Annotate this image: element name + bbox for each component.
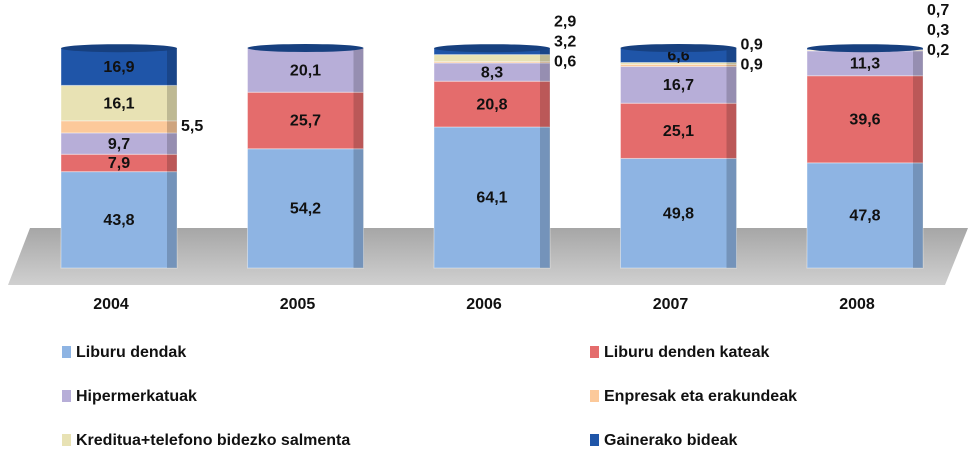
data-label: 43,8 bbox=[103, 212, 134, 229]
data-label: 64,1 bbox=[476, 190, 507, 207]
bar-side bbox=[913, 75, 923, 163]
data-label: 9,7 bbox=[108, 136, 130, 153]
bar-segment bbox=[806, 75, 924, 164]
bar-segment bbox=[620, 102, 737, 159]
bar-segment bbox=[60, 120, 178, 134]
data-label: 49,8 bbox=[663, 205, 694, 222]
bar-cap bbox=[620, 44, 737, 52]
bar-side bbox=[540, 62, 550, 82]
bar-side bbox=[167, 132, 177, 155]
legend-label: Liburu dendak bbox=[76, 344, 186, 361]
x-tick-label: 2004 bbox=[93, 296, 129, 313]
legend-label: Enpresak eta erakundeak bbox=[604, 388, 797, 405]
bar-side bbox=[913, 49, 923, 51]
bar-side bbox=[540, 126, 550, 268]
legend-swatch bbox=[590, 346, 599, 358]
bar-segment bbox=[806, 162, 924, 269]
data-label: 0,6 bbox=[554, 54, 576, 71]
legend-label: Gainerako bideak bbox=[604, 432, 737, 449]
data-label: 0,9 bbox=[741, 37, 763, 54]
bar-segment bbox=[60, 84, 178, 122]
bar-side bbox=[167, 154, 177, 172]
bar-side bbox=[353, 92, 364, 149]
legend-swatch bbox=[590, 434, 599, 446]
data-label: 39,6 bbox=[849, 111, 880, 128]
bar-side bbox=[540, 81, 550, 127]
data-label: 54,2 bbox=[290, 201, 321, 218]
bar-side bbox=[913, 50, 923, 76]
data-label: 11,3 bbox=[850, 56, 880, 73]
data-label: 16,9 bbox=[103, 59, 134, 76]
bar-segment bbox=[433, 80, 551, 128]
bar-side bbox=[167, 85, 177, 121]
bar-side bbox=[726, 103, 737, 159]
legend-swatch bbox=[62, 434, 71, 446]
bar-side bbox=[167, 48, 177, 86]
data-label: 5,5 bbox=[181, 118, 203, 135]
data-label: 16,7 bbox=[663, 77, 694, 94]
legend-swatch bbox=[590, 390, 599, 402]
legend-swatch bbox=[62, 390, 71, 402]
bar-cap bbox=[807, 44, 923, 53]
bar-side bbox=[353, 148, 364, 268]
data-label: 16,1 bbox=[103, 95, 134, 112]
bar-side bbox=[540, 61, 550, 63]
data-label: 20,1 bbox=[290, 62, 321, 79]
bar-side bbox=[167, 171, 177, 268]
data-label: 0,9 bbox=[741, 57, 763, 74]
data-label: 0,7 bbox=[927, 2, 949, 19]
bar-cap bbox=[61, 44, 177, 53]
x-tick-label: 2006 bbox=[466, 296, 502, 313]
bar-segment bbox=[433, 54, 551, 63]
legend-label: Hipermerkatuak bbox=[76, 388, 197, 405]
x-tick-label: 2005 bbox=[280, 296, 316, 313]
x-tick-label: 2008 bbox=[839, 296, 875, 313]
bar-segment bbox=[620, 157, 737, 269]
data-label: 47,8 bbox=[849, 208, 880, 225]
legend-swatch bbox=[62, 346, 71, 358]
legend-label: Kreditua+telefono bidezko salmenta bbox=[76, 432, 350, 449]
bar-side bbox=[726, 48, 737, 63]
bar-side bbox=[353, 48, 364, 93]
data-label: 2,9 bbox=[554, 14, 576, 31]
data-label: 7,9 bbox=[108, 155, 130, 172]
data-label: 8,3 bbox=[481, 64, 503, 81]
bar-cap bbox=[247, 44, 364, 52]
x-tick-label: 2007 bbox=[653, 296, 689, 313]
data-label: 0,2 bbox=[927, 42, 949, 59]
bar-segment bbox=[60, 171, 178, 269]
data-label: 20,8 bbox=[476, 96, 507, 113]
data-label: 0,3 bbox=[927, 22, 949, 39]
data-label: 25,1 bbox=[663, 123, 694, 140]
bar-side bbox=[167, 120, 177, 133]
legend-label: Liburu denden kateak bbox=[604, 344, 769, 361]
bar-side bbox=[913, 162, 923, 268]
bar-side bbox=[726, 62, 737, 65]
data-label: 25,7 bbox=[290, 113, 321, 130]
bar-side bbox=[726, 64, 737, 67]
bar-side bbox=[726, 66, 737, 104]
bar-side bbox=[540, 54, 550, 62]
bar-segment bbox=[247, 47, 364, 93]
data-label: 3,2 bbox=[554, 34, 576, 51]
bar-cap bbox=[434, 44, 550, 53]
bar-side bbox=[540, 48, 550, 55]
bar-segment bbox=[620, 65, 737, 104]
bar-side bbox=[726, 158, 737, 268]
bar-segment bbox=[433, 126, 551, 269]
